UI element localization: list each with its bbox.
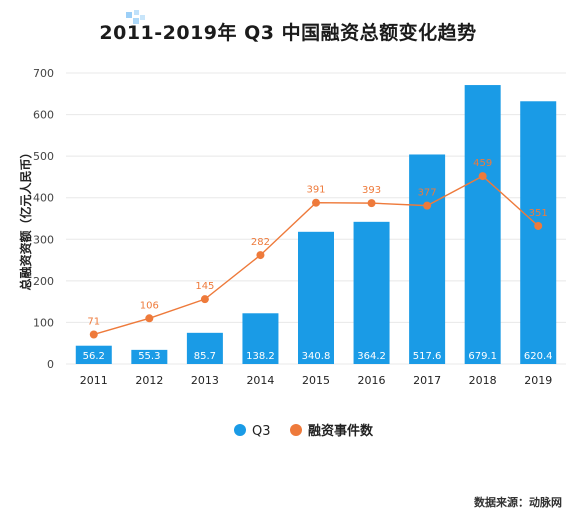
- line-value-label: 391: [306, 185, 325, 196]
- bar: [186, 332, 223, 364]
- line-value-label: 106: [140, 300, 159, 311]
- x-tick-label: 2015: [302, 374, 330, 387]
- line-value-label: 351: [529, 208, 548, 219]
- x-tick-label: 2013: [191, 374, 219, 387]
- line-value-label: 282: [251, 237, 270, 248]
- line-point: [534, 221, 543, 230]
- bar-value-label: 679.1: [468, 351, 497, 362]
- line-value-label: 377: [418, 188, 437, 199]
- data-source: 数据来源：动脉网: [474, 496, 562, 509]
- line-point: [256, 251, 265, 260]
- x-tick-label: 2011: [80, 374, 108, 387]
- bar: [464, 85, 501, 364]
- x-tick-label: 2012: [135, 374, 163, 387]
- x-tick-label: 2018: [469, 374, 497, 387]
- line-point: [89, 330, 98, 339]
- bar-value-label: 517.6: [413, 351, 442, 362]
- legend-swatch-line: [290, 424, 302, 436]
- bar-value-label: 85.7: [194, 351, 216, 362]
- bar-value-label: 138.2: [246, 351, 275, 362]
- line-value-label: 145: [195, 281, 214, 292]
- bar-value-label: 620.4: [524, 351, 553, 362]
- line-point: [423, 201, 432, 210]
- bar: [520, 101, 557, 365]
- bar: [353, 221, 390, 364]
- bar: [242, 313, 279, 364]
- bar: [409, 154, 446, 364]
- bar-value-label: 55.3: [138, 351, 160, 362]
- chart-title: 2011-2019年 Q3 中国融资总额变化趋势: [99, 22, 477, 44]
- line-point: [478, 172, 487, 181]
- y-tick-label: 600: [33, 109, 54, 122]
- line-point: [145, 314, 154, 323]
- bar-value-label: 56.2: [83, 351, 105, 362]
- y-tick-label: 0: [47, 358, 54, 371]
- x-tick-label: 2017: [413, 374, 441, 387]
- bar: [298, 231, 334, 364]
- line-value-label: 71: [87, 316, 100, 327]
- bar-value-label: 364.2: [357, 351, 386, 362]
- y-tick-label: 200: [33, 275, 54, 288]
- line-point: [367, 199, 376, 208]
- line-value-label: 459: [473, 158, 492, 169]
- y-tick-label: 400: [33, 192, 54, 205]
- chart-plot: 0 100 200 300 400 500 600 700 总融资资额（亿元人民币） 56.2 55…: [18, 67, 566, 439]
- y-axis-label: 总融资资额（亿元人民币）: [18, 146, 33, 290]
- x-tick-label: 2019: [524, 374, 552, 387]
- y-tick-label: 500: [33, 150, 54, 163]
- decorative-logo-icon: [126, 10, 145, 24]
- y-tick-label: 100: [33, 316, 54, 329]
- legend-label: 融资事件数: [308, 423, 374, 439]
- legend-swatch-bar: [234, 424, 246, 436]
- x-tick-label: 2016: [358, 374, 386, 387]
- line-point: [200, 295, 209, 304]
- line-value-label: 393: [362, 185, 381, 196]
- x-tick-label: 2014: [246, 374, 274, 387]
- y-tick-label: 300: [33, 233, 54, 246]
- bar: [131, 349, 168, 364]
- line-point: [312, 198, 320, 207]
- bar-value-label: 340.8: [302, 351, 331, 362]
- y-tick-label: 700: [33, 67, 54, 80]
- bar: [75, 345, 112, 364]
- legend-label: Q3: [252, 424, 271, 439]
